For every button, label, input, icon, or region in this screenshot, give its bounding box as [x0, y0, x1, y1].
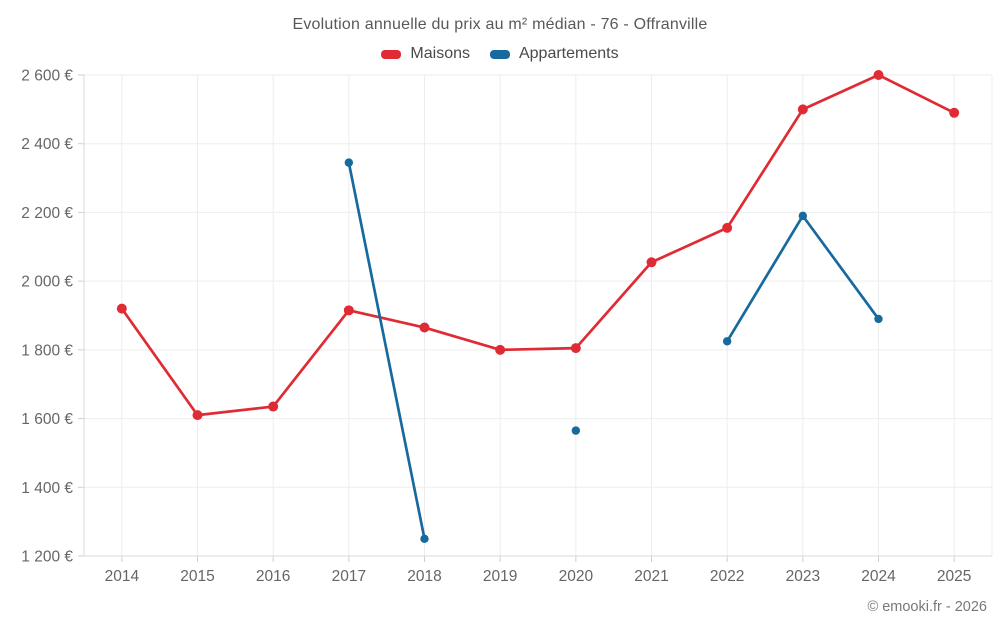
x-axis-tick-label: 2025 [937, 568, 971, 585]
legend-label-appartements: Appartements [518, 45, 619, 62]
appartements-series-swatch-icon [489, 49, 510, 59]
appartements-data-point-2017[interactable] [344, 158, 354, 167]
maisons-data-point-2023[interactable] [797, 104, 808, 115]
y-axis-tick-label: 2 000 € [21, 274, 73, 291]
x-axis-tick-label: 2020 [559, 568, 594, 585]
appartements-data-point-2023[interactable] [798, 211, 808, 221]
x-axis-tick-label: 2014 [105, 568, 140, 585]
chart-title: Evolution annuelle du prix au m² médian … [292, 16, 708, 33]
maisons-data-point-2025[interactable] [949, 107, 960, 118]
y-axis-tick-label: 2 400 € [21, 136, 73, 153]
maisons-series-swatch-icon [381, 49, 402, 59]
maisons-data-point-2017[interactable] [343, 305, 354, 316]
y-axis-tick-label: 2 200 € [21, 205, 73, 222]
x-axis-tick-label: 2022 [710, 568, 744, 585]
x-axis-tick-label: 2023 [786, 568, 820, 585]
maisons-data-point-2024[interactable] [873, 70, 884, 80]
y-axis-tick-label: 1 800 € [21, 342, 73, 359]
maisons-data-point-2018[interactable] [419, 322, 430, 333]
maisons-data-point-2016[interactable] [268, 401, 279, 412]
x-axis-tick-label: 2015 [180, 568, 214, 585]
maisons-series-line [120, 73, 956, 417]
legend-item-maisons[interactable]: Maisons [381, 45, 470, 63]
y-axis-tick-label: 2 600 € [21, 68, 73, 85]
y-axis-tick-label: 1 400 € [21, 480, 73, 497]
appartements-series-line [347, 161, 426, 541]
maisons-data-point-2021[interactable] [646, 257, 657, 268]
maisons-data-point-2014[interactable] [116, 303, 127, 314]
y-axis-tick-label: 1 200 € [21, 549, 73, 566]
maisons-data-point-2019[interactable] [495, 344, 506, 355]
x-axis-tick-label: 2021 [634, 568, 668, 585]
appartements-data-point-2020[interactable] [571, 426, 581, 435]
maisons-data-point-2020[interactable] [570, 343, 581, 354]
y-axis-tick-label: 1 600 € [21, 411, 73, 428]
maisons-data-point-2022[interactable] [722, 222, 733, 233]
appartements-data-point-2022[interactable] [722, 337, 732, 346]
x-axis-tick-label: 2018 [407, 568, 441, 585]
maisons-data-point-2015[interactable] [192, 410, 203, 421]
x-axis-tick-label: 2017 [332, 568, 366, 585]
legend-label-maisons: Maisons [410, 45, 470, 62]
legend-item-appartements[interactable]: Appartements [489, 45, 619, 63]
appartements-data-point-2018[interactable] [420, 534, 429, 544]
x-axis-tick-label: 2024 [861, 568, 896, 585]
appartements-data-point-2024[interactable] [874, 314, 883, 324]
x-axis-tick-label: 2016 [256, 568, 290, 585]
copyright-watermark: © emooki.fr - 2026 [867, 599, 987, 615]
x-axis-tick-label: 2019 [483, 568, 517, 585]
chart-legend: Maisons Appartements [0, 45, 1000, 63]
